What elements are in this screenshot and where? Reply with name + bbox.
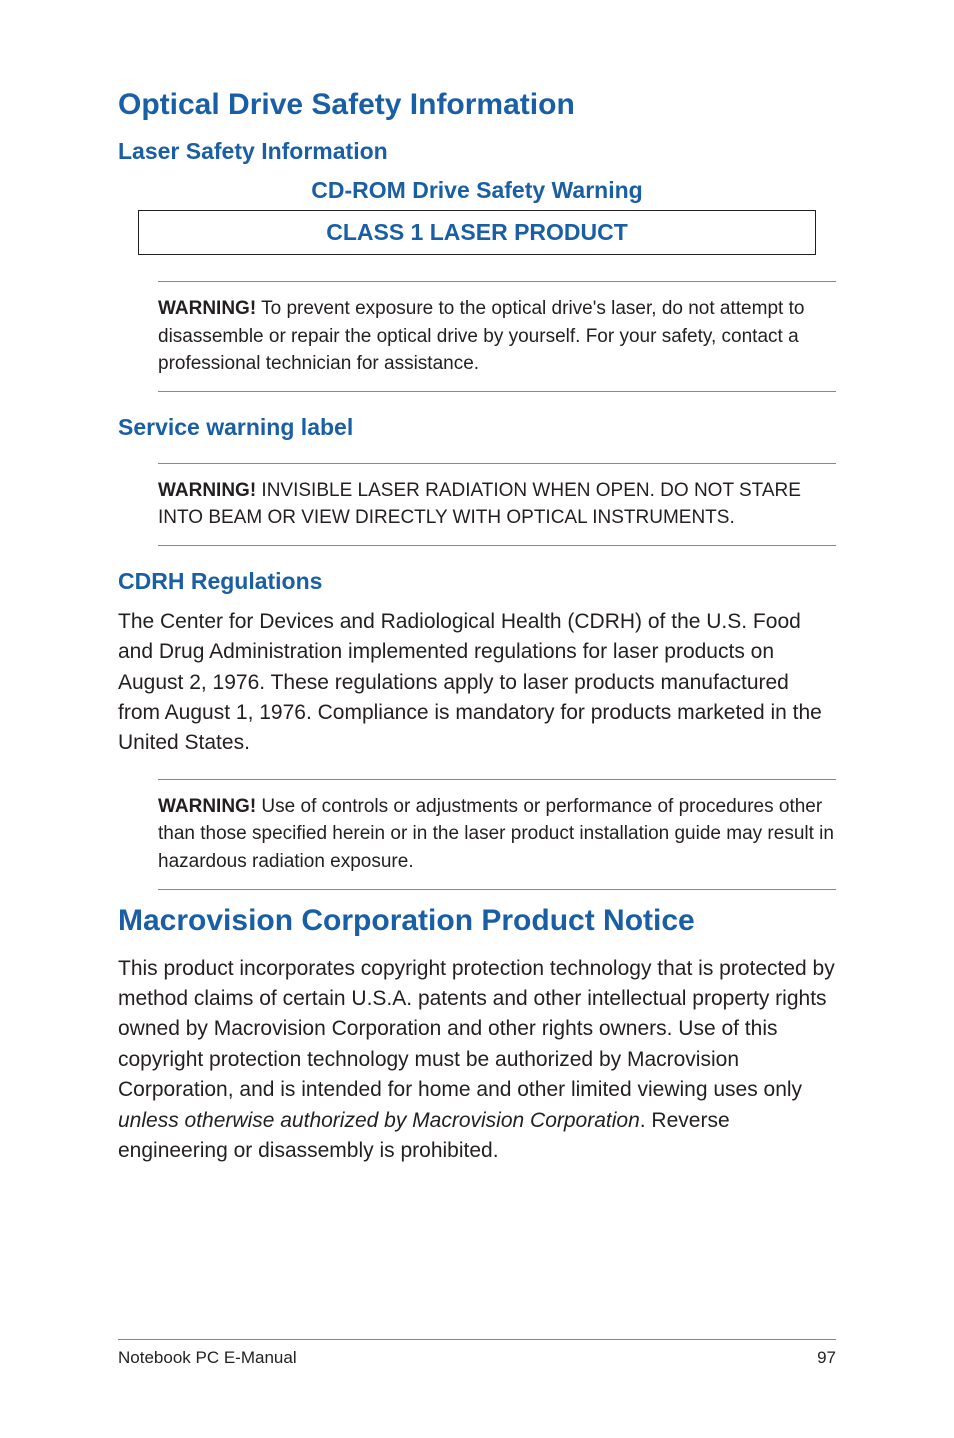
laser-safety-heading: Laser Safety Information	[118, 138, 836, 165]
warning-block-1: WARNING! To prevent exposure to the opti…	[158, 281, 836, 392]
page-footer: Notebook PC E-Manual 97	[118, 1339, 836, 1368]
cdrom-drive-warning-heading: CD-ROM Drive Safety Warning	[118, 177, 836, 204]
footer-page-number: 97	[817, 1348, 836, 1368]
warning3-text: Use of controls or adjustments or perfor…	[158, 796, 834, 872]
service-warning-heading: Service warning label	[118, 414, 836, 441]
cdrh-body: The Center for Devices and Radiological …	[118, 607, 836, 759]
macrovision-body-italic: unless otherwise authorized by Macrovisi…	[118, 1109, 640, 1132]
warning2-label: WARNING!	[158, 480, 256, 501]
macrovision-body-part1: This product incorporates copyright prot…	[118, 957, 835, 1102]
macrovision-heading: Macrovision Corporation Product Notice	[118, 904, 836, 938]
warning-block-3: WARNING! Use of controls or adjustments …	[158, 779, 836, 890]
class1-laser-box: CLASS 1 LASER PRODUCT	[138, 210, 816, 255]
warning-block-2: WARNING! INVISIBLE LASER RADIATION WHEN …	[158, 463, 836, 546]
warning1-label: WARNING!	[158, 298, 256, 319]
optical-drive-heading: Optical Drive Safety Information	[118, 88, 836, 122]
warning3-label: WARNING!	[158, 796, 256, 817]
cdrh-heading: CDRH Regulations	[118, 568, 836, 595]
macrovision-body: This product incorporates copyright prot…	[118, 954, 836, 1167]
footer-left: Notebook PC E-Manual	[118, 1348, 297, 1368]
class1-laser-label: CLASS 1 LASER PRODUCT	[326, 219, 628, 245]
